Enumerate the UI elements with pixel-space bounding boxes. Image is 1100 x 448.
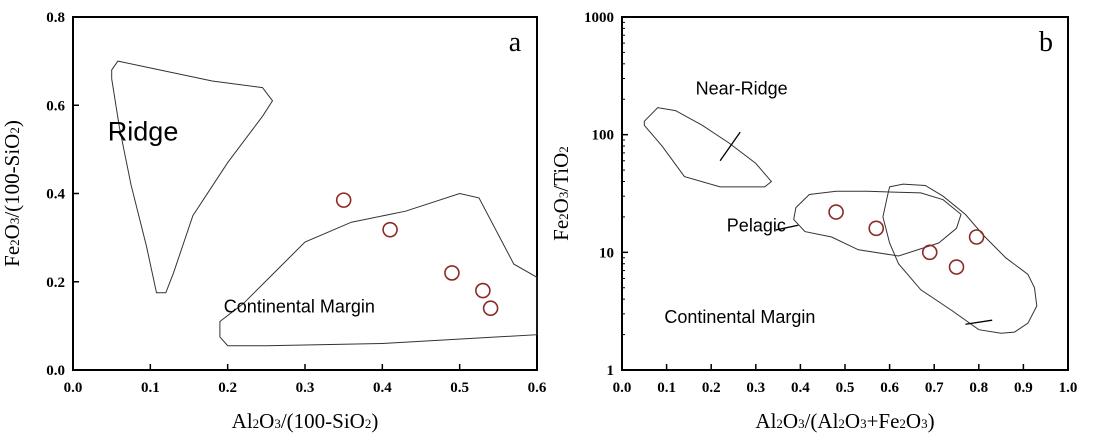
data-point: [948, 259, 965, 275]
x-tick-label: 0.0: [64, 380, 83, 396]
y-tick-label: 0.8: [46, 10, 65, 26]
field-boundary: [219, 192, 538, 347]
panel-b: 0.0 0.1 0.2 0.3 0.4 0.5 0.6 0.7 0.8 0.9 1.0 1 10 100 1…: [549, 10, 1077, 433]
x-tick-label: 0.8: [969, 380, 988, 396]
field-label: Near-Ridge: [696, 78, 788, 98]
x-axis-label: Al2O3/(100-SiO2): [232, 409, 379, 433]
plot-frame: [72, 16, 538, 371]
data-point: [444, 265, 460, 281]
field-label: Continental Margin: [664, 307, 815, 327]
x-tick-label: 0.6: [528, 380, 547, 396]
panel-a: 0.0 0.1 0.2 0.3 0.4 0.5 0.6 0.0 0.2 0.4 0.6 0.8 Ridg…: [0, 10, 547, 433]
y-tick-label: 1000: [584, 10, 614, 26]
data-point: [921, 244, 938, 261]
y-axis-label: Fe2O3/TiO2: [549, 146, 573, 241]
field-boundary: [793, 190, 962, 257]
x-tick-label: 0.7: [925, 380, 944, 396]
x-tick-label: 0.2: [702, 380, 721, 396]
data-point: [868, 220, 885, 237]
field-label: Ridge: [108, 117, 179, 147]
field-boundary: [643, 107, 773, 188]
y-tick-label: 0.6: [46, 98, 65, 114]
field-label: Continental Margin: [224, 297, 375, 317]
data-point: [475, 282, 491, 299]
field-label: Pelagic: [727, 216, 786, 236]
y-tick-label: 0.4: [46, 187, 65, 203]
x-tick-label: 0.3: [296, 380, 315, 396]
x-tick-label: 0.0: [613, 380, 632, 396]
y-tick-label: 100: [592, 128, 615, 144]
leader-line: [719, 131, 741, 162]
x-tick-label: 1.0: [1059, 380, 1078, 396]
data-point: [382, 221, 398, 238]
y-axis-label: Fe2O3/(100-SiO2): [0, 120, 24, 267]
x-tick-label: 0.2: [218, 380, 237, 396]
data-point: [828, 204, 844, 220]
leader-line: [775, 224, 799, 231]
x-tick-label: 0.1: [141, 380, 160, 396]
x-tick-label: 0.9: [1014, 380, 1033, 396]
y-tick-label: 0.0: [46, 363, 65, 379]
leader-line: [965, 319, 993, 325]
panel-label: a: [509, 27, 522, 58]
x-tick-label: 0.4: [791, 380, 810, 396]
x-axis-label: Al2O3/(Al2O3+Fe2O3): [755, 409, 934, 433]
y-tick-label: 1: [607, 363, 615, 379]
data-point: [968, 229, 985, 245]
panel-label: b: [1039, 27, 1053, 58]
y-tick-label: 10: [599, 245, 614, 261]
field-boundary: [111, 60, 274, 294]
x-tick-label: 0.1: [657, 380, 676, 396]
x-tick-label: 0.5: [450, 380, 469, 396]
x-tick-label: 0.4: [373, 380, 392, 396]
x-tick-label: 0.5: [836, 380, 855, 396]
y-tick-label: 0.2: [46, 275, 65, 291]
x-tick-label: 0.6: [880, 380, 899, 396]
data-point: [482, 300, 499, 317]
x-tick-label: 0.3: [746, 380, 765, 396]
field-boundary: [882, 183, 1038, 334]
data-point: [335, 192, 352, 208]
